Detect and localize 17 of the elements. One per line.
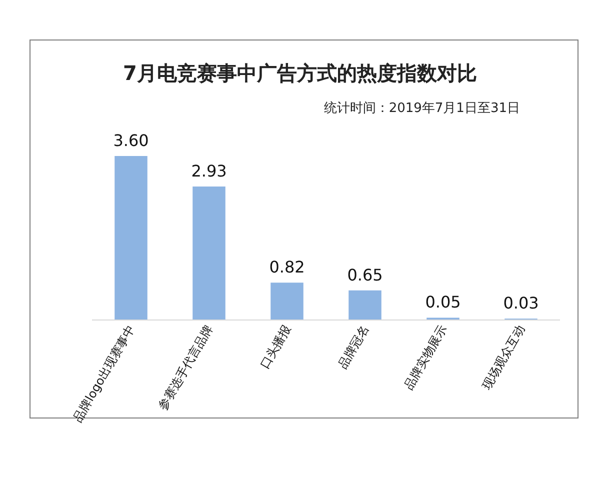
data-label: 2.93: [191, 162, 227, 181]
bar: [114, 156, 148, 320]
data-label: 0.65: [347, 265, 383, 284]
bar: [270, 282, 304, 320]
x-tick-label: 口头播报: [257, 322, 294, 372]
data-label: 0.05: [425, 292, 461, 312]
data-label: 0.03: [503, 294, 539, 313]
chart-subtitle: 统计时间：2019年7月1日至31日: [324, 101, 520, 116]
x-tick-label: 品牌冠名: [335, 322, 372, 372]
x-tick-label: 参赛选手代言品牌: [155, 322, 216, 413]
chart-title: 7月电竞赛事中广告方式的热度指数对比: [123, 61, 477, 85]
x-tick-label: 现场观众互动: [479, 322, 528, 392]
data-label: 3.60: [113, 131, 149, 150]
data-label: 0.82: [269, 258, 305, 277]
bar: [192, 186, 226, 320]
x-tick-label: 品牌实物展示: [401, 322, 450, 392]
bar: [348, 290, 382, 320]
